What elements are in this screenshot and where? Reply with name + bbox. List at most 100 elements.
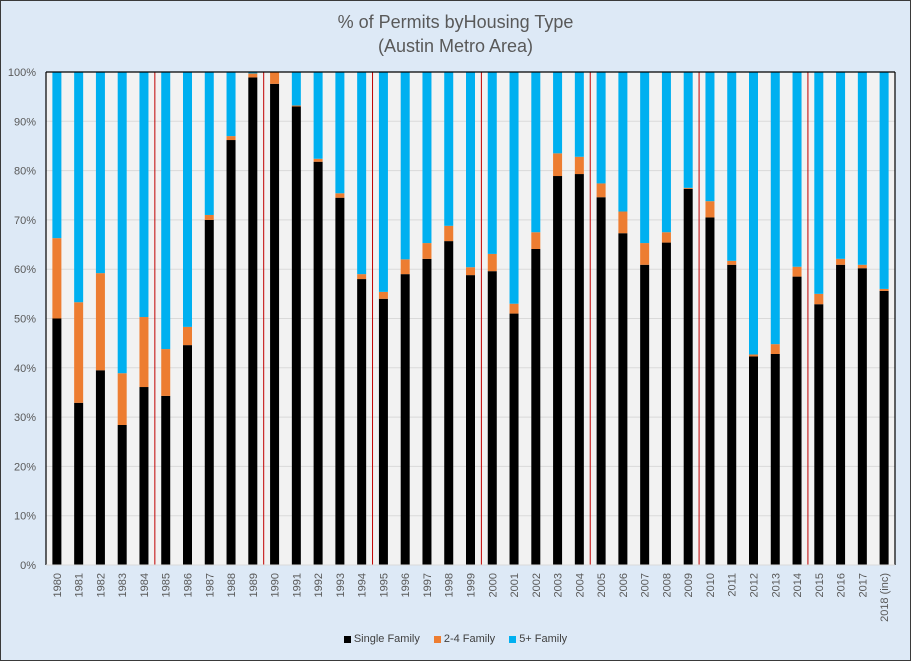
bar-5-family-2014	[792, 72, 802, 267]
x-tick-label: 1996	[400, 573, 412, 597]
x-tick-label: 2013	[770, 573, 782, 597]
x-tick-label: 2018 (inc)	[879, 573, 891, 622]
x-tick-label: 1989	[248, 573, 260, 597]
bar-2-4-family-2005	[596, 183, 606, 198]
bar-single-family-2000	[487, 271, 497, 565]
bar-2-4-family-1985	[161, 349, 171, 396]
bar-5-family-1984	[139, 72, 149, 318]
bar-2-4-family-2018-inc-	[879, 288, 889, 291]
bar-single-family-2005	[596, 197, 606, 566]
bar-single-family-1997	[422, 258, 432, 565]
bar-5-family-2012	[749, 72, 758, 355]
x-tick-label: 2002	[531, 573, 543, 597]
x-tick-label: 1998	[444, 573, 456, 597]
bar-single-family-1985	[161, 395, 171, 565]
x-tick-label: 2008	[661, 573, 673, 597]
bar-2-4-family-1992	[313, 158, 323, 162]
legend-label-2-4-family: 2-4 Family	[443, 633, 496, 645]
bar-2-4-family-1988	[226, 136, 236, 141]
bar-5-family-1997	[422, 72, 432, 244]
y-tick-label: 0%	[20, 560, 36, 572]
bar-single-family-2002	[531, 248, 541, 565]
x-tick-label: 1991	[291, 573, 303, 597]
bar-5-family-1995	[378, 72, 388, 292]
bar-single-family-1998	[444, 241, 454, 565]
bar-2-4-family-1997	[422, 243, 432, 259]
bar-single-family-1983	[117, 424, 127, 565]
bar-5-family-1993	[335, 72, 345, 194]
bar-5-family-2001	[509, 72, 519, 304]
bar-5-family-1994	[357, 72, 367, 275]
bar-2-4-family-1982	[95, 273, 105, 371]
x-tick-label: 2007	[640, 573, 652, 597]
bar-single-family-2010	[705, 217, 715, 565]
bar-single-family-2004	[574, 174, 584, 565]
bar-5-family-2006	[618, 72, 628, 212]
bar-2-4-family-2014	[792, 266, 802, 277]
bar-single-family-1984	[139, 387, 149, 565]
bar-single-family-2006	[618, 233, 628, 565]
bar-5-family-1996	[400, 72, 410, 260]
y-tick-label: 90%	[14, 116, 36, 128]
y-tick-label: 40%	[14, 363, 36, 375]
bar-single-family-1994	[357, 279, 367, 565]
x-tick-label: 2006	[618, 573, 630, 597]
x-tick-label: 1995	[378, 573, 390, 597]
bar-2-4-family-2003	[553, 153, 563, 177]
x-tick-label: 2003	[553, 573, 565, 597]
legend-swatch-2-4-family	[433, 635, 441, 643]
x-tick-label: 1986	[183, 573, 195, 597]
bar-2-4-family-1983	[117, 373, 127, 425]
bar-5-family-1983	[117, 72, 127, 374]
bar-single-family-2011	[727, 264, 737, 565]
x-tick-label: 1997	[422, 573, 434, 597]
bar-single-family-2017	[857, 268, 867, 565]
x-tick-label: 1993	[335, 573, 347, 597]
chart-subtitle: (Austin Metro Area)	[377, 36, 534, 56]
bar-single-family-2001	[509, 313, 519, 565]
x-tick-label: 2012	[749, 573, 761, 597]
bar-5-family-2003	[553, 72, 563, 154]
bar-single-family-2003	[553, 176, 563, 565]
x-tick-label: 2005	[596, 573, 608, 597]
x-tick-label: 1994	[357, 573, 369, 597]
bar-single-family-1993	[335, 197, 345, 565]
bar-2-4-family-1986	[183, 326, 192, 346]
y-tick-label: 50%	[14, 314, 36, 326]
x-tick-label: 1987	[204, 573, 216, 597]
bar-5-family-1982	[95, 72, 105, 274]
x-tick-label: 1982	[95, 573, 107, 597]
bar-single-family-1999	[466, 275, 475, 565]
bar-single-family-1988	[226, 140, 236, 565]
bar-2-4-family-1998	[444, 225, 454, 242]
x-tick-label: 1983	[117, 573, 129, 597]
bar-single-family-2018-inc-	[879, 290, 889, 565]
bar-single-family-2009	[683, 188, 693, 565]
bar-5-family-2015	[814, 72, 824, 294]
x-tick-label: 1990	[270, 573, 282, 597]
legend-item-single-family: Single Family	[343, 633, 420, 645]
bar-single-family-1980	[52, 318, 62, 565]
legend-swatch-single-family	[343, 635, 351, 643]
bar-2-4-family-1990	[270, 72, 280, 84]
x-tick-label: 1985	[161, 573, 173, 597]
y-tick-label: 10%	[14, 511, 36, 523]
bar-5-family-2002	[531, 72, 541, 233]
x-tick-label: 2015	[814, 573, 826, 597]
y-tick-label: 80%	[14, 166, 36, 178]
bar-2-4-family-1980	[52, 238, 62, 319]
y-tick-label: 100%	[8, 67, 36, 79]
bar-5-family-1999	[466, 72, 475, 268]
bar-single-family-1981	[74, 402, 84, 565]
bar-single-family-1987	[204, 219, 214, 565]
x-tick-label: 1984	[139, 573, 151, 597]
legend-item-2-4-family: 2-4 Family	[433, 633, 496, 645]
bar-2-4-family-2000	[487, 253, 497, 272]
bar-2-4-family-1993	[335, 193, 345, 198]
bar-5-family-1991	[291, 72, 301, 106]
bar-5-family-2000	[487, 72, 497, 254]
x-tick-label: 1980	[52, 573, 64, 597]
legend-swatch-5plus-family	[509, 635, 517, 643]
bar-5-family-2013	[770, 72, 780, 345]
